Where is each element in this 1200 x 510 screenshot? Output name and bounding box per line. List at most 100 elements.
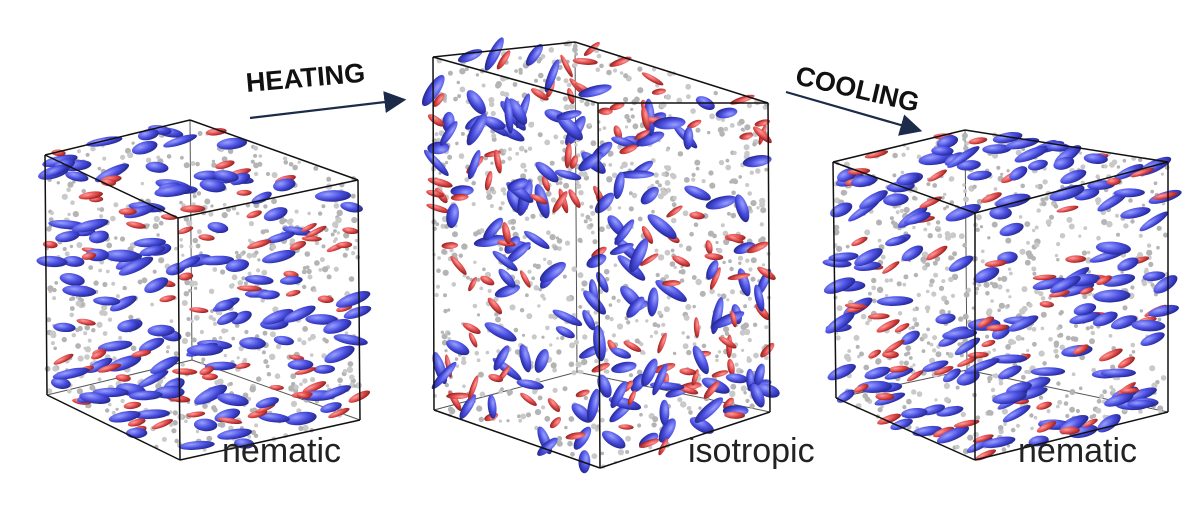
red-mesogen: [693, 317, 700, 338]
grey-particle: [617, 449, 625, 456]
grey-particle: [546, 230, 551, 236]
grey-particle: [62, 246, 67, 252]
blue-mesogen: [65, 171, 89, 182]
grey-particle: [307, 274, 313, 280]
blue-mesogen: [586, 254, 607, 268]
grey-particle: [72, 179, 76, 184]
blue-mesogen: [108, 410, 141, 423]
blue-mesogen: [556, 113, 583, 141]
grey-particle: [720, 223, 725, 228]
grey-particle: [1150, 283, 1155, 287]
grey-particle: [556, 76, 561, 81]
grey-particle: [108, 402, 112, 407]
grey-particle: [962, 243, 967, 248]
grey-particle: [201, 357, 206, 362]
grey-particle: [573, 62, 578, 67]
grey-particle: [992, 348, 996, 352]
blue-mesogen: [594, 192, 615, 214]
red-mesogen: [488, 374, 504, 383]
grey-particle: [447, 70, 453, 76]
blue-mesogen: [492, 250, 518, 272]
grey-particle: [686, 349, 692, 356]
grey-particle: [1027, 369, 1032, 375]
grey-particle: [342, 369, 348, 374]
grey-particle: [194, 281, 198, 286]
grey-particle: [682, 210, 689, 217]
grey-particle: [500, 387, 504, 391]
grey-particle: [963, 291, 970, 298]
grey-particle: [524, 216, 530, 222]
blue-mesogen: [86, 357, 113, 373]
grey-particle: [302, 378, 308, 384]
blue-mesogen: [93, 296, 121, 306]
red-mesogen: [81, 252, 97, 260]
grey-particle: [250, 159, 255, 164]
grey-particle: [619, 165, 624, 170]
grey-particle: [314, 260, 320, 266]
grey-particle: [747, 191, 752, 196]
grey-particle: [572, 46, 578, 53]
grey-particle: [1078, 386, 1083, 391]
grey-particle: [1065, 335, 1071, 341]
grey-particle: [438, 171, 442, 175]
red-mesogen: [530, 88, 549, 101]
blue-mesogen: [55, 231, 80, 243]
grey-particle: [307, 211, 311, 216]
box-edge: [832, 161, 837, 399]
grey-particle: [246, 252, 253, 259]
grey-particle: [1015, 149, 1022, 156]
grey-particle: [507, 156, 512, 161]
grey-particle: [260, 229, 266, 235]
blue-mesogen: [982, 144, 1012, 154]
grey-particle: [997, 425, 1004, 431]
grey-particle: [955, 444, 960, 450]
red-mesogen: [427, 114, 445, 127]
grey-particle: [973, 431, 979, 438]
grey-particle: [535, 377, 541, 383]
red-mesogen: [301, 222, 317, 232]
grey-particle: [67, 212, 71, 217]
grey-particle: [1131, 350, 1136, 354]
grey-particle: [606, 176, 613, 183]
blue-mesogen: [830, 202, 853, 218]
grey-particle: [1109, 385, 1114, 390]
grey-particle: [976, 198, 983, 205]
blue-mesogen: [998, 365, 1022, 380]
grey-particle: [498, 419, 502, 423]
blue-mesogen: [283, 305, 316, 323]
red-mesogen: [97, 363, 122, 373]
red-mesogen: [877, 413, 902, 425]
grey-particle: [1054, 354, 1060, 359]
grey-particle: [538, 287, 543, 292]
grey-particle: [746, 103, 753, 109]
grey-particle: [540, 54, 546, 59]
blue-mesogen: [582, 309, 596, 331]
grey-particle: [517, 414, 521, 419]
red-mesogen: [215, 160, 235, 170]
grey-particle: [560, 140, 565, 145]
grey-particle: [1116, 232, 1120, 237]
blue-mesogen: [1140, 332, 1165, 346]
grey-particle: [145, 157, 152, 163]
blue-mesogen: [199, 179, 226, 193]
grey-particle: [262, 330, 268, 336]
grey-particle: [583, 219, 588, 224]
red-mesogen: [746, 241, 769, 254]
grey-particle: [234, 250, 239, 255]
grey-particle: [1024, 369, 1029, 374]
grey-particle: [513, 327, 519, 333]
grey-particle: [333, 266, 339, 272]
blue-mesogen: [539, 261, 566, 283]
blue-mesogen: [314, 190, 352, 202]
grey-particle: [626, 320, 631, 325]
grey-particle: [617, 206, 622, 210]
box-back-edge: [835, 369, 968, 399]
grey-particle: [1024, 259, 1031, 266]
blue-mesogen: [214, 299, 235, 312]
grey-particle: [556, 440, 563, 447]
blue-mesogen: [1073, 303, 1097, 316]
grey-particle: [1146, 243, 1152, 248]
grey-particle: [451, 282, 457, 287]
grey-particle: [457, 94, 462, 99]
grey-particle: [447, 331, 451, 336]
